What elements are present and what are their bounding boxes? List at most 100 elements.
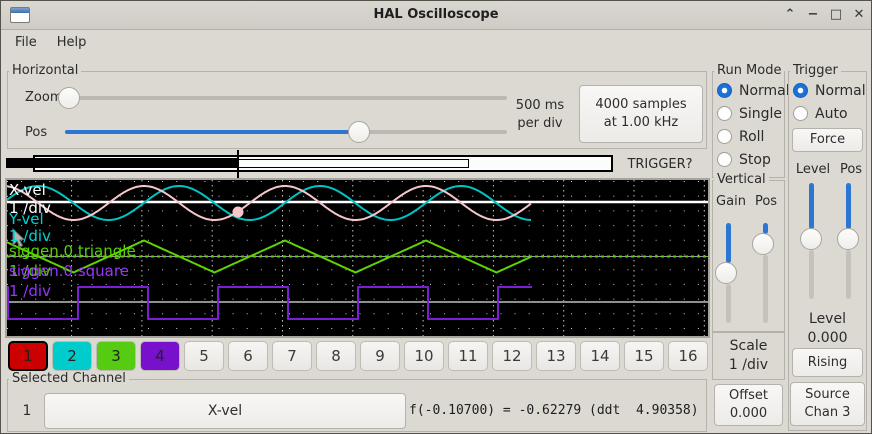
run-mode-options: Normal Single Roll Stop [717,79,790,171]
scope-channel-label: X-vel [9,181,46,199]
channel-button-4[interactable]: 4 [140,341,180,371]
trigger-frame [788,71,867,431]
trigger-level-caption: Level [809,311,846,327]
vertical-pos-label: Pos [754,194,778,209]
close-icon[interactable]: ✕ [853,7,865,22]
channel-button-2[interactable]: 2 [52,341,92,371]
gain-slider-handle[interactable] [715,262,737,284]
zoom-slider-track[interactable] [57,96,507,100]
radio-label: Auto [815,105,848,122]
trigger-level-slider-track[interactable] [809,250,814,299]
zoom-label: Zoom [25,90,63,105]
radio-icon[interactable] [793,106,808,121]
trigger-mode-auto[interactable]: Auto [793,102,866,125]
radio-icon[interactable] [793,83,808,98]
trigger-pos-slider-handle[interactable] [837,228,859,250]
scale-label: Scale [729,338,768,354]
channel-button-10[interactable]: 10 [404,341,444,371]
scope-channel-label: 1 /div [9,282,51,300]
selected-channel-frame [7,379,707,432]
trigger-level-label: Level [795,162,831,177]
trigger-level-slider-fill [809,183,814,229]
trigger-title: Trigger [790,64,841,78]
run-mode-title: Run Mode [714,64,785,78]
shade-icon[interactable]: ⌃ [784,7,796,22]
channel-name-button[interactable]: X-vel [44,393,406,429]
zoom-slider-handle[interactable] [58,87,80,109]
channel-readout: f(-0.10700) = -0.62279 (ddt 4.90358) [409,403,699,418]
scope-channel-label: 1 /div [9,199,51,217]
scope-channel-label: 1 /div [9,262,51,280]
radio-icon[interactable] [717,106,732,121]
trigger-pos-label: Pos [839,162,863,177]
titlebar: HAL Oscilloscope ⌃ − □ ✕ [1,1,871,30]
channel-button-9[interactable]: 9 [360,341,400,371]
pos-label: Pos [25,125,48,140]
trigger-mode-normal[interactable]: Normal [793,79,866,102]
scope-channel-label: Y-vel [9,210,44,228]
channel-button-8[interactable]: 8 [316,341,356,371]
channel-button-1[interactable]: 1 [8,341,48,371]
channel-button-7[interactable]: 7 [272,341,312,371]
horizontal-frame-title: Horizontal [9,64,82,78]
scope-channel-label: siggen.0.triangle [9,242,136,260]
trigger-level-value: 0.000 [807,330,848,346]
trigger-level-slider-handle[interactable] [800,228,822,250]
trigger-position-marker [237,150,239,178]
channel-button-15[interactable]: 15 [624,341,664,371]
channel-button-16[interactable]: 16 [668,341,708,371]
vertical-pos-slider-fill [763,223,768,234]
force-button[interactable]: Force [792,128,863,152]
radio-label: Stop [739,151,771,168]
minimize-icon[interactable]: − [807,7,819,22]
samples-button[interactable]: 4000 samples at 1.00 kHz [579,85,703,143]
channel-button-5[interactable]: 5 [184,341,224,371]
trigger-options: Normal Auto [793,79,866,125]
horizontal-frame [7,71,707,149]
edge-button[interactable]: Rising [792,348,863,377]
selected-channel-title: Selected Channel [9,372,129,386]
gain-slider-track[interactable] [726,284,731,323]
vertical-pos-slider-track[interactable] [763,255,768,323]
channel-button-12[interactable]: 12 [492,341,532,371]
run-mode-stop[interactable]: Stop [717,148,790,171]
maximize-icon[interactable]: □ [829,7,843,22]
vertical-title: Vertical [714,173,769,187]
offset-button[interactable]: Offset 0.000 [714,384,783,426]
mouse-cursor-icon [12,227,26,248]
record-data-bar [6,158,238,168]
gain-slider-fill [726,223,731,263]
scale-value: 1 /div [728,357,769,373]
radio-label: Roll [739,128,765,145]
radio-label: Normal [815,82,866,99]
radio-icon[interactable] [717,129,732,144]
channel-button-6[interactable]: 6 [228,341,268,371]
trigger-pos-slider-fill [846,183,851,229]
trigger-question-label: TRIGGER? [627,157,693,172]
pos-slider-fill [65,130,349,134]
run-mode-single[interactable]: Single [717,102,790,125]
scope-display[interactable]: X-vel 1 /div Y-vel 1 /div siggen.0.triangle 1… [7,180,708,336]
pos-slider-handle[interactable] [348,121,370,143]
run-mode-roll[interactable]: Roll [717,125,790,148]
radio-icon[interactable] [717,83,732,98]
channel-button-14[interactable]: 14 [580,341,620,371]
channel-button-13[interactable]: 13 [536,341,576,371]
trigger-point-dot [232,206,244,218]
radio-icon[interactable] [717,152,732,167]
channel-button-11[interactable]: 11 [448,341,488,371]
trigger-pos-slider-track[interactable] [846,250,851,299]
trigger-source-button[interactable]: Source Chan 3 [790,382,865,426]
radio-label: Normal [739,82,790,99]
vertical-pos-slider-handle[interactable] [752,233,774,255]
menu-item-file[interactable]: File [15,35,37,50]
scale-box [712,332,785,380]
window-icon [10,7,30,23]
menu-item-help[interactable]: Help [56,35,87,50]
scope-channel-label: siggen.0.square [9,262,129,280]
channel-button-3[interactable]: 3 [96,341,136,371]
window-title: HAL Oscilloscope [373,7,499,22]
run-mode-normal[interactable]: Normal [717,79,790,102]
gain-label: Gain [716,194,746,209]
